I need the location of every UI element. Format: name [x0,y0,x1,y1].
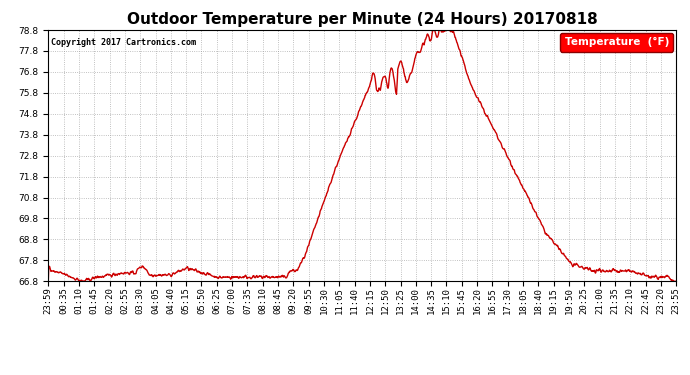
Temperature  (°F) [598,268,606,273]
Temperature  (°F) [672,279,680,284]
Text: Copyright 2017 Cartronics.com: Copyright 2017 Cartronics.com [52,38,197,46]
Temperature  (°F) [184,266,192,270]
Temperature  (°F) [254,275,262,279]
Temperature  (°F) [436,26,444,30]
Title: Outdoor Temperature per Minute (24 Hours) 20170818: Outdoor Temperature per Minute (24 Hours… [127,12,598,27]
Temperature  (°F) [168,271,177,276]
Temperature  (°F) [460,63,469,67]
Temperature  (°F) [44,279,52,284]
Legend: Temperature  (°F): Temperature (°F) [560,33,673,51]
Temperature  (°F) [542,232,551,236]
Line: Temperature  (°F): Temperature (°F) [48,28,676,281]
